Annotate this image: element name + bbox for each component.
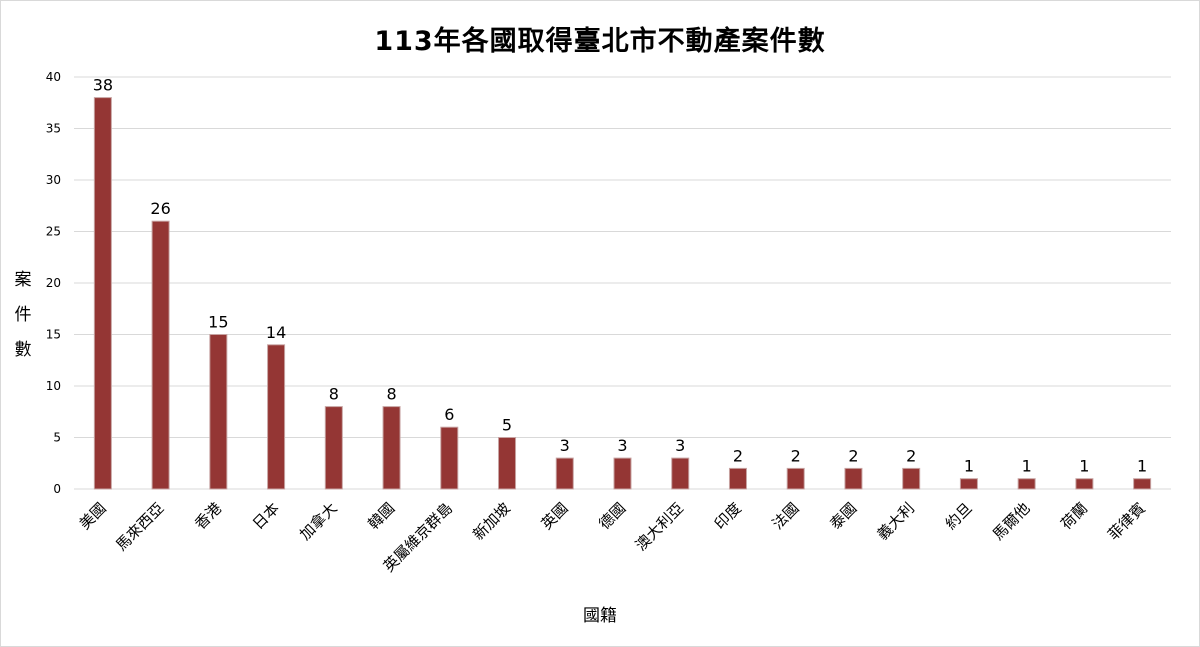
x-tick-label: 美國: [76, 499, 110, 533]
bar: [324, 406, 343, 490]
bar: [440, 426, 459, 490]
bar: [959, 478, 978, 490]
bars: [93, 97, 1152, 490]
x-axis-label: 國籍: [583, 606, 617, 626]
y-tick-label: 35: [46, 122, 61, 136]
y-tick-label: 40: [46, 70, 61, 84]
y-tick-label: 30: [46, 173, 61, 187]
data-label: 2: [791, 446, 801, 465]
data-label: 3: [560, 436, 570, 455]
bar: [555, 457, 574, 490]
x-tick-label: 荷蘭: [1057, 499, 1091, 533]
y-axis-label: 案件數: [14, 270, 32, 360]
data-label: 2: [848, 446, 858, 465]
bar: [1017, 478, 1036, 490]
data-label: 14: [266, 323, 286, 342]
data-label: 6: [444, 405, 454, 424]
data-label: 2: [906, 446, 916, 465]
x-tick-label: 印度: [711, 499, 745, 533]
data-label: 15: [208, 313, 228, 332]
bar: [844, 467, 863, 490]
y-tick-label: 25: [46, 225, 61, 239]
bar: [902, 467, 921, 490]
data-label: 3: [617, 436, 627, 455]
data-label: 8: [386, 385, 396, 404]
data-label: 26: [150, 199, 170, 218]
y-tick-label: 20: [46, 276, 61, 290]
x-tick-label: 義大利: [873, 499, 918, 544]
bar: [267, 344, 286, 490]
data-label: 1: [964, 457, 974, 476]
x-tick-label: 馬來西亞: [112, 499, 167, 554]
y-tick-label: 0: [53, 482, 61, 496]
x-tick-label: 泰國: [826, 499, 860, 533]
data-label: 1: [1137, 457, 1147, 476]
bar: [786, 467, 805, 490]
y-tick-label: 5: [53, 431, 61, 445]
bar: [671, 457, 690, 490]
data-label: 8: [329, 385, 339, 404]
bar: [728, 467, 747, 490]
y-tick-label: 15: [46, 328, 61, 342]
bar: [382, 406, 401, 490]
x-tick-label: 加拿大: [296, 499, 341, 544]
x-tick-label: 英國: [538, 499, 572, 533]
x-tick-label: 馬爾他: [989, 499, 1034, 544]
x-tick-label: 德國: [595, 499, 629, 533]
data-label: 38: [93, 76, 113, 95]
bar: [93, 97, 112, 490]
bar: [209, 334, 228, 490]
bar: [498, 437, 517, 490]
x-tick-label: 法國: [769, 499, 803, 533]
x-tick-label: 日本: [249, 499, 283, 533]
chart-title: 113年各國取得臺北市不動產案件數: [374, 26, 826, 57]
x-tick-label: 菲律賓: [1104, 499, 1149, 544]
bar: [1075, 478, 1094, 490]
bar: [1133, 478, 1152, 490]
x-tick-label: 約旦: [942, 499, 976, 533]
bar: [151, 220, 170, 490]
x-tick-label: 韓國: [364, 499, 398, 533]
x-tick-label: 澳大利亞: [632, 499, 687, 554]
data-label: 3: [675, 436, 685, 455]
data-label: 5: [502, 416, 512, 435]
y-tick-label: 10: [46, 379, 61, 393]
x-tick-label: 香港: [191, 499, 225, 533]
data-label: 2: [733, 446, 743, 465]
bar: [613, 457, 632, 490]
data-label: 1: [1022, 457, 1032, 476]
gridlines: [74, 76, 1171, 490]
data-label: 1: [1079, 457, 1089, 476]
x-tick-label: 新加坡: [469, 499, 514, 544]
